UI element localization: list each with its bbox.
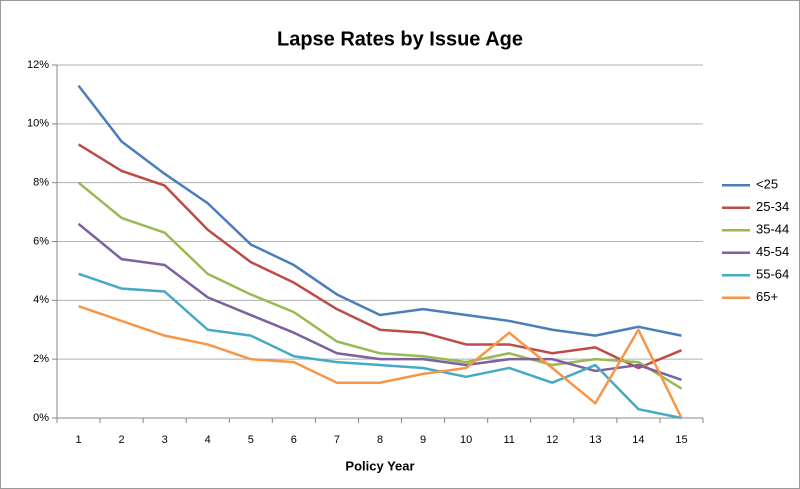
x-tick-label: 1 (75, 434, 81, 446)
series-line (78, 272, 682, 420)
y-tick-label: 12% (27, 59, 49, 71)
x-tick-label: 7 (334, 434, 340, 446)
series-line (77, 181, 683, 390)
chart-title: Lapse Rates by Issue Age (277, 28, 523, 50)
x-tick-label: 11 (503, 434, 514, 446)
x-tick-label: 6 (291, 434, 297, 446)
y-tick-label: 6% (33, 235, 49, 247)
x-tick-label: 2 (119, 434, 125, 446)
legend-label: 65+ (756, 289, 778, 304)
y-tick-label: 4% (33, 294, 49, 306)
series-line (77, 84, 682, 337)
x-tick-label: 15 (675, 434, 687, 446)
series-line (77, 222, 682, 381)
x-tick-label: 14 (632, 434, 644, 446)
y-tick-label: 8% (33, 177, 49, 189)
legend-label: 35-44 (756, 222, 789, 237)
legend-label: 25-34 (756, 199, 789, 214)
x-tick-label: 12 (546, 434, 558, 446)
legend-label: 55-64 (756, 267, 789, 282)
x-axis-title: Policy Year (345, 458, 414, 473)
x-tick-label: 8 (377, 434, 383, 446)
x-tick-label: 13 (589, 434, 601, 446)
legend-label: <25 (756, 177, 778, 192)
x-tick-label: 5 (248, 434, 254, 446)
series-line (78, 305, 683, 419)
y-tick-label: 10% (27, 118, 49, 130)
legend-label: 45-54 (756, 244, 789, 259)
x-tick-label: 9 (420, 434, 426, 446)
y-tick-label: 0% (33, 412, 49, 424)
x-tick-label: 3 (162, 434, 168, 446)
x-tick-label: 10 (460, 434, 472, 446)
series-line (77, 143, 682, 370)
x-tick-label: 4 (205, 434, 211, 446)
y-tick-label: 2% (33, 353, 49, 365)
